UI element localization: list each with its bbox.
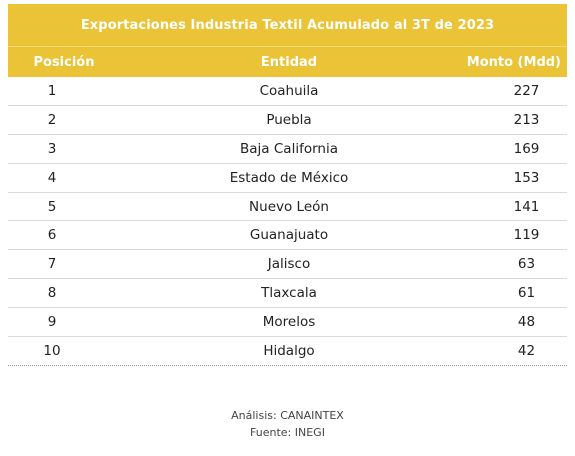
cell-entidad: Guanajuato [249, 227, 329, 244]
table-row: 6 Guanajuato 119 [8, 221, 567, 251]
header-monto: Monto (Mdd) [466, 54, 561, 70]
cell-entidad: Estado de México [229, 169, 349, 186]
cell-posicion: 10 [43, 342, 61, 359]
cell-posicion: 2 [47, 111, 57, 128]
cell-monto: 153 [513, 169, 540, 186]
source-notes: Análisis: CANAINTEX Fuente: INEGI [0, 407, 575, 441]
cell-monto: 42 [517, 342, 536, 359]
table-body: 1 Coahuila 227 2 Puebla 213 3 Baja California 16… [8, 77, 567, 366]
cell-monto: 63 [517, 256, 536, 273]
cell-entidad: Hidalgo [263, 342, 315, 359]
cell-entidad: Tlaxcala [261, 285, 317, 302]
cell-posicion: 9 [47, 314, 57, 331]
cell-monto: 61 [517, 285, 536, 302]
cell-posicion: 5 [47, 198, 57, 215]
cell-monto: 141 [513, 198, 540, 215]
header-entidad: Entidad [260, 54, 318, 70]
table-row: 3 Baja California 169 [8, 135, 567, 164]
cell-monto: 48 [517, 314, 536, 331]
table-row: 4 Estado de México 153 [8, 164, 567, 193]
cell-entidad: Nuevo León [249, 198, 329, 215]
cell-monto: 227 [513, 82, 540, 99]
cell-entidad: Morelos [262, 314, 316, 331]
cell-posicion: 6 [47, 227, 57, 244]
cell-posicion: 1 [47, 82, 57, 99]
table-row: 5 Nuevo León 141 [8, 193, 567, 222]
cell-monto: 169 [513, 140, 540, 157]
table-header-row: Posición Entidad Monto (Mdd) [8, 46, 567, 77]
export-table: Exportaciones Industria Textil Acumulado… [8, 4, 567, 366]
cell-monto: 213 [513, 111, 540, 128]
cell-entidad: Puebla [266, 111, 312, 128]
source-note: Fuente: INEGI [250, 426, 325, 439]
cell-entidad: Coahuila [259, 82, 319, 99]
cell-entidad: Baja California [240, 140, 338, 157]
table-row: 8 Tlaxcala 61 [8, 279, 567, 309]
table-row: 1 Coahuila 227 [8, 77, 567, 106]
table-title: Exportaciones Industria Textil Acumulado… [8, 4, 567, 46]
cell-entidad: Jalisco [267, 256, 311, 273]
cell-posicion: 7 [47, 256, 57, 273]
analysis-note: Análisis: CANAINTEX [231, 409, 344, 422]
table-row: 10 Hidalgo 42 [8, 337, 567, 366]
cell-monto: 119 [513, 227, 540, 244]
cell-posicion: 8 [47, 285, 57, 302]
table-row: 2 Puebla 213 [8, 106, 567, 135]
table-row: 9 Morelos 48 [8, 308, 567, 338]
table-row: 7 Jalisco 63 [8, 250, 567, 280]
header-posicion: Posición [33, 54, 95, 70]
cell-posicion: 3 [47, 140, 57, 157]
cell-posicion: 4 [47, 169, 57, 186]
